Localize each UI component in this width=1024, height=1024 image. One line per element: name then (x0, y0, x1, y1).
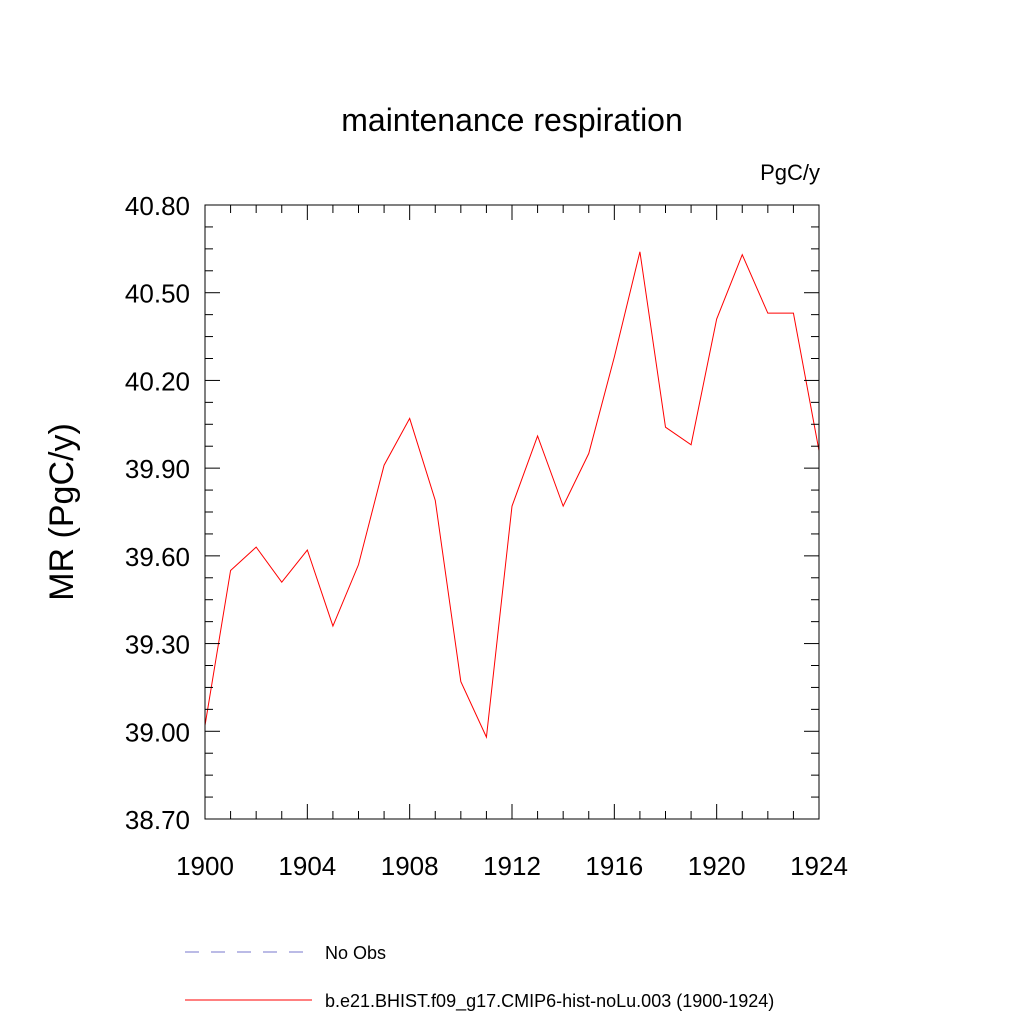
x-tick-label: 1904 (278, 851, 336, 881)
y-tick-label: 39.60 (125, 542, 190, 572)
y-tick-label: 38.70 (125, 805, 190, 835)
x-tick-label: 1900 (176, 851, 234, 881)
plot-frame (204, 204, 820, 820)
y-axis-label: MR (PgC/y) (43, 423, 81, 601)
y-tick-label: 40.20 (125, 366, 190, 396)
y-tick-label: 39.00 (125, 717, 190, 747)
series-line-0 (204, 251, 820, 739)
y-tick-label: 40.80 (125, 191, 190, 221)
y-tick-label: 39.90 (125, 454, 190, 484)
chart-title: maintenance respiration (341, 102, 683, 138)
x-tick-label: 1924 (790, 851, 848, 881)
legend: No Obs b.e21.BHIST.f09_g17.CMIP6-hist-noL… (185, 943, 774, 1012)
x-tick-label: 1916 (585, 851, 643, 881)
y-tick-label: 39.30 (125, 630, 190, 660)
y-tick-label: 40.50 (125, 279, 190, 309)
legend-label-1: b.e21.BHIST.f09_g17.CMIP6-hist-noLu.003 … (325, 991, 774, 1012)
x-tick-label: 1908 (381, 851, 439, 881)
x-tick-label: 1920 (688, 851, 746, 881)
x-tick-label: 1912 (483, 851, 541, 881)
units-label: PgC/y (760, 160, 820, 185)
axis-ticks: 1900 1904 1908 1912 1916 1920 1924 38.70 39.00 39… (125, 191, 848, 881)
series-layer (204, 251, 820, 739)
legend-label-0: No Obs (325, 943, 386, 963)
